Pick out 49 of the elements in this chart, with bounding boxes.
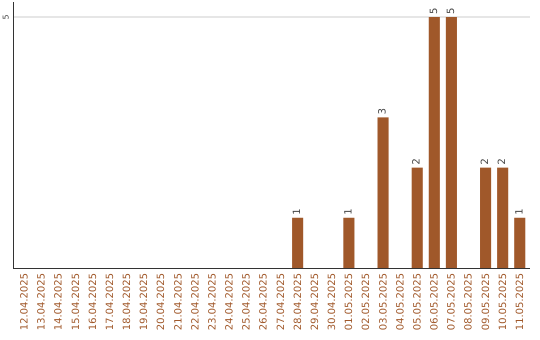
data-label: 1 <box>514 208 526 215</box>
x-tick-label: 27.04.2025 <box>276 273 287 330</box>
x-tick-label: 07.05.2025 <box>446 273 458 330</box>
x-tick-label: 11.05.2025 <box>515 273 526 330</box>
data-label: 5 <box>446 8 457 14</box>
x-tick-label: 25.04.2025 <box>242 273 253 330</box>
data-label: 2 <box>412 158 423 165</box>
bar <box>428 17 440 268</box>
x-tick-label: 18.04.2025 <box>122 273 134 330</box>
x-tick-label: 10.05.2025 <box>498 273 509 330</box>
x-tick-label: 22.04.2025 <box>190 273 202 330</box>
data-label: 2 <box>497 158 508 165</box>
x-tick-label: 16.04.2025 <box>88 273 99 330</box>
x-tick-label: 04.05.2025 <box>395 273 406 330</box>
x-tick-label: 26.04.2025 <box>258 273 270 330</box>
x-tick-label: 13.04.2025 <box>36 273 48 330</box>
data-label: 1 <box>343 208 354 215</box>
data-label: 5 <box>428 8 440 14</box>
bar <box>292 218 304 268</box>
bar <box>497 168 508 268</box>
bar <box>412 168 423 268</box>
x-tick-label: 28.04.2025 <box>292 273 304 330</box>
x-tick-label: 21.04.2025 <box>173 273 184 330</box>
x-tick-label: 29.04.2025 <box>310 273 321 330</box>
x-tick-label: 06.05.2025 <box>430 273 441 330</box>
ref-line-label: 5 <box>1 14 10 20</box>
x-tick-label: 30.04.2025 <box>327 273 338 330</box>
bar <box>514 218 526 268</box>
x-tick-label: 05.05.2025 <box>412 273 424 330</box>
x-tick-label: 03.05.2025 <box>378 273 390 330</box>
x-tick-label: 01.05.2025 <box>344 273 356 330</box>
x-tick-label: 12.04.2025 <box>20 273 30 330</box>
x-tick-label: 09.05.2025 <box>480 273 492 330</box>
x-tick-label: 23.04.2025 <box>207 273 218 330</box>
x-tick-label: 19.04.2025 <box>139 273 150 330</box>
bar <box>343 218 354 268</box>
x-tick-label: 24.04.2025 <box>224 273 236 330</box>
x-tick-label: 14.04.2025 <box>54 273 65 330</box>
data-label: 3 <box>378 108 389 114</box>
bar <box>446 17 457 268</box>
data-label: 2 <box>480 158 492 165</box>
bar <box>480 168 492 268</box>
x-tick-label: 02.05.2025 <box>361 273 372 330</box>
data-label: 1 <box>292 208 304 215</box>
x-tick-label: 08.05.2025 <box>464 273 475 330</box>
x-tick-label: 20.04.2025 <box>156 273 168 330</box>
x-tick-label: 17.04.2025 <box>104 273 116 330</box>
bar <box>378 117 389 268</box>
x-tick-label: 15.04.2025 <box>70 273 82 330</box>
